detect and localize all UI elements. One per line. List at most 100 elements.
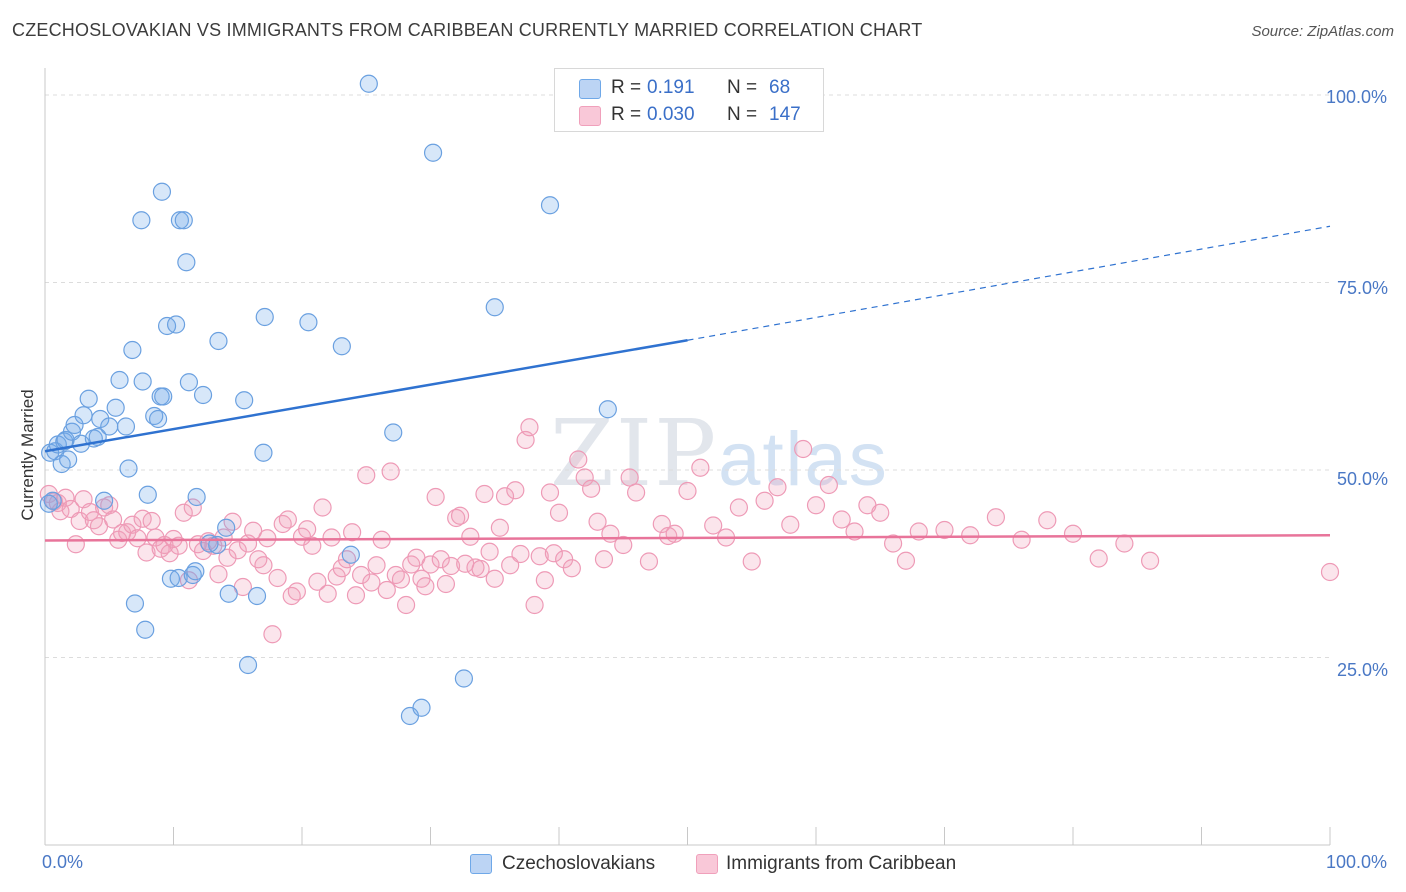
point-caribbean xyxy=(128,529,147,548)
point-caribbean xyxy=(781,515,800,534)
point-czechoslovakian xyxy=(217,518,236,537)
point-caribbean xyxy=(441,556,461,576)
point-czechoslovakian xyxy=(170,211,190,230)
point-caribbean xyxy=(436,574,456,594)
point-caribbean xyxy=(501,556,520,575)
point-czechoslovakian xyxy=(299,313,318,332)
point-czechoslovakian xyxy=(177,253,196,272)
point-caribbean xyxy=(367,556,386,575)
point-caribbean xyxy=(626,483,646,502)
point-czechoslovakian xyxy=(59,450,78,469)
point-czechoslovakian xyxy=(238,655,258,675)
point-caribbean xyxy=(421,555,440,574)
point-caribbean xyxy=(318,584,337,603)
r-label: R = xyxy=(611,77,642,98)
n-value: 68 xyxy=(769,77,791,98)
point-caribbean xyxy=(544,544,563,563)
point-caribbean xyxy=(70,511,89,531)
point-caribbean xyxy=(142,511,161,531)
point-caribbean xyxy=(391,570,411,589)
point-caribbean xyxy=(461,527,480,546)
point-caribbean xyxy=(377,580,396,600)
r-value: 0.030 xyxy=(647,104,695,125)
point-czechoslovakian xyxy=(255,307,274,327)
point-caribbean xyxy=(209,565,228,584)
point-caribbean xyxy=(169,536,188,555)
point-caribbean xyxy=(961,526,980,545)
point-caribbean xyxy=(665,524,684,543)
point-czechoslovakian xyxy=(74,406,93,425)
point-czechoslovakian xyxy=(43,491,62,510)
point-caribbean xyxy=(588,512,607,531)
series-caribbean-points xyxy=(39,418,1340,644)
point-caribbean xyxy=(249,550,268,569)
point-caribbean xyxy=(569,450,588,469)
point-czechoslovakian xyxy=(152,182,172,201)
watermark: ZIPatlas xyxy=(550,400,889,507)
point-czechoslovakian xyxy=(200,534,219,553)
point-caribbean xyxy=(1320,562,1340,582)
point-czechoslovakian xyxy=(148,409,168,429)
point-caribbean xyxy=(832,510,851,529)
point-caribbean xyxy=(431,550,450,569)
point-caribbean xyxy=(228,541,247,560)
point-caribbean xyxy=(381,462,400,481)
point-caribbean xyxy=(495,487,515,506)
point-caribbean xyxy=(123,515,142,534)
point-czechoslovakian xyxy=(174,211,193,230)
point-czechoslovakian xyxy=(235,391,254,410)
point-caribbean xyxy=(535,571,554,590)
point-caribbean xyxy=(254,556,273,575)
point-czechoslovakian xyxy=(423,143,443,162)
chart-title: CZECHOSLOVAKIAN VS IMMIGRANTS FROM CARIB… xyxy=(12,20,923,40)
trend-line-czechoslovakian xyxy=(44,339,688,453)
point-caribbean xyxy=(1012,530,1031,549)
legend-label-czechoslovakians: Czechoslovakians xyxy=(502,853,656,874)
y-tick-75: 75.0% xyxy=(1337,278,1389,298)
point-czechoslovakian xyxy=(540,196,560,215)
x-tick-right: 100.0% xyxy=(1326,852,1388,872)
stats-row-caribbean: R = 0.030 N = 147 xyxy=(555,102,823,128)
n-value: 147 xyxy=(769,104,801,125)
point-czechoslovakian xyxy=(412,698,431,717)
point-caribbean xyxy=(84,511,103,530)
point-caribbean xyxy=(263,625,282,644)
point-caribbean xyxy=(594,550,614,569)
point-caribbean xyxy=(332,559,351,578)
legend-label-caribbean: Immigrants from Caribbean xyxy=(726,853,957,874)
y-tick-50: 50.0% xyxy=(1337,469,1389,489)
source-credit: Source: ZipAtlas.com xyxy=(1251,23,1394,40)
point-caribbean xyxy=(287,582,306,601)
point-caribbean xyxy=(137,543,156,562)
point-czechoslovakian xyxy=(254,443,273,462)
point-czechoslovakian xyxy=(106,398,125,417)
n-label: N = xyxy=(727,77,758,98)
point-caribbean xyxy=(562,559,581,578)
point-caribbean xyxy=(218,548,237,567)
point-caribbean xyxy=(575,468,594,487)
point-caribbean xyxy=(794,439,813,459)
swatch-blue xyxy=(579,79,601,99)
point-caribbean xyxy=(742,552,761,571)
point-czechoslovakian xyxy=(100,417,119,436)
watermark-atlas: atlas xyxy=(718,417,889,502)
series-legend: Czechoslovakians Immigrants from Caribbe… xyxy=(470,852,956,878)
point-czechoslovakian xyxy=(485,298,504,317)
point-czechoslovakian xyxy=(384,423,403,442)
point-czechoslovakian xyxy=(95,491,114,510)
point-czechoslovakian xyxy=(187,487,206,507)
point-czechoslovakian xyxy=(169,568,188,588)
n-label: N = xyxy=(727,104,758,125)
point-caribbean xyxy=(614,535,633,555)
r-label: R = xyxy=(611,104,642,125)
y-tick-25: 25.0% xyxy=(1337,660,1389,680)
trend-line-czechoslovakian-extension xyxy=(687,225,1331,341)
point-caribbean xyxy=(352,565,371,585)
point-czechoslovakian xyxy=(598,400,617,419)
point-caribbean xyxy=(871,503,890,522)
point-caribbean xyxy=(511,544,530,564)
point-czechoslovakian xyxy=(332,337,351,356)
r-value: 0.191 xyxy=(647,77,695,98)
point-caribbean xyxy=(620,468,639,487)
point-caribbean xyxy=(475,484,494,504)
